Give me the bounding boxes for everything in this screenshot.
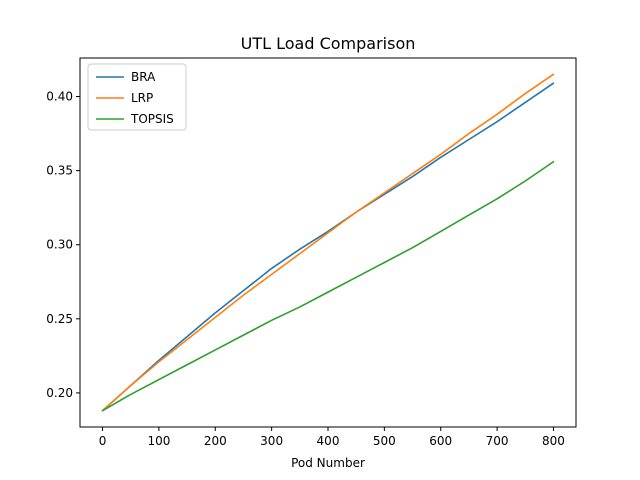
series-lines bbox=[101, 73, 555, 412]
legend-label-topsis: TOPSIS bbox=[130, 112, 174, 126]
x-tick-label: 600 bbox=[429, 434, 452, 448]
x-tick-label: 0 bbox=[99, 434, 107, 448]
legend: BRA LRP TOPSIS bbox=[87, 63, 187, 131]
series-line-bra bbox=[101, 82, 555, 412]
x-tick-label: 300 bbox=[260, 434, 283, 448]
y-tick-label: 0.20 bbox=[46, 386, 73, 400]
axis-ticks: 0 100 200 300 400 500 600 700 800 0.20 0.25 0.30 0.3… bbox=[46, 90, 565, 448]
axes-frame bbox=[79, 57, 577, 428]
y-tick-label: 0.25 bbox=[46, 312, 73, 326]
x-tick-label: 200 bbox=[204, 434, 227, 448]
y-tick-label: 0.30 bbox=[46, 238, 73, 252]
y-tick-label: 0.35 bbox=[46, 164, 73, 178]
y-tick-label: 0.40 bbox=[46, 90, 73, 104]
x-tick-label: 100 bbox=[147, 434, 170, 448]
x-tick-label: 500 bbox=[373, 434, 396, 448]
chart-title: UTL Load Comparison bbox=[241, 34, 416, 53]
series-line-lrp bbox=[101, 73, 555, 412]
series-line-topsis bbox=[101, 160, 555, 412]
x-tick-label: 800 bbox=[542, 434, 565, 448]
legend-label-lrp: LRP bbox=[131, 91, 153, 105]
x-tick-label: 700 bbox=[486, 434, 509, 448]
legend-box bbox=[87, 63, 187, 131]
x-axis-label: Pod Number bbox=[291, 456, 365, 470]
legend-label-bra: BRA bbox=[131, 70, 156, 84]
x-tick-label: 400 bbox=[317, 434, 340, 448]
